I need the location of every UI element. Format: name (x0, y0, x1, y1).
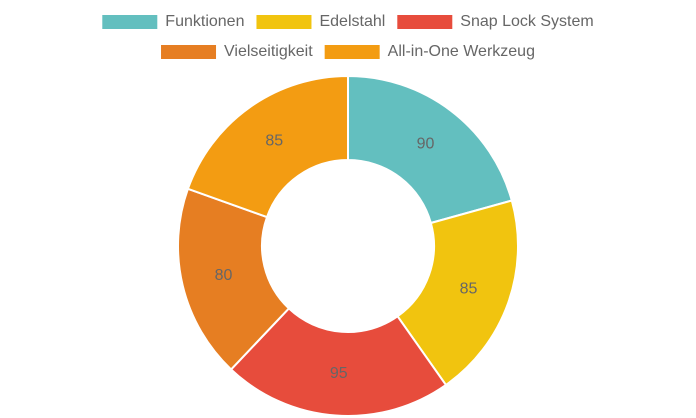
legend-swatch (324, 45, 380, 59)
data-label: 95 (330, 365, 348, 382)
slice (396, 199, 519, 387)
legend-swatch (256, 15, 312, 29)
legend-label: Edelstahl (319, 13, 385, 30)
legend-swatch (161, 45, 217, 59)
legend-item: Snap Lock System (397, 13, 594, 30)
data-label: 85 (265, 133, 283, 150)
legend-label: Snap Lock System (460, 13, 593, 30)
legend-label: All-in-One Werkzeug (388, 43, 535, 60)
slice (177, 187, 291, 371)
legend-item: Vielseitigkeit (161, 43, 313, 60)
data-label: 80 (215, 267, 233, 284)
legend-swatch (397, 15, 453, 29)
legend-swatch (102, 15, 158, 29)
slice (186, 74, 349, 219)
legend-item: Funktionen (102, 13, 244, 30)
legend-label: Vielseitigkeit (224, 43, 313, 60)
data-label: 85 (460, 280, 478, 297)
slice (347, 74, 514, 225)
legend-item: Edelstahl (256, 13, 385, 30)
data-label: 90 (417, 135, 435, 152)
legend-label: Funktionen (165, 13, 244, 30)
slice (229, 307, 448, 417)
legend-item: All-in-One Werkzeug (324, 43, 535, 60)
